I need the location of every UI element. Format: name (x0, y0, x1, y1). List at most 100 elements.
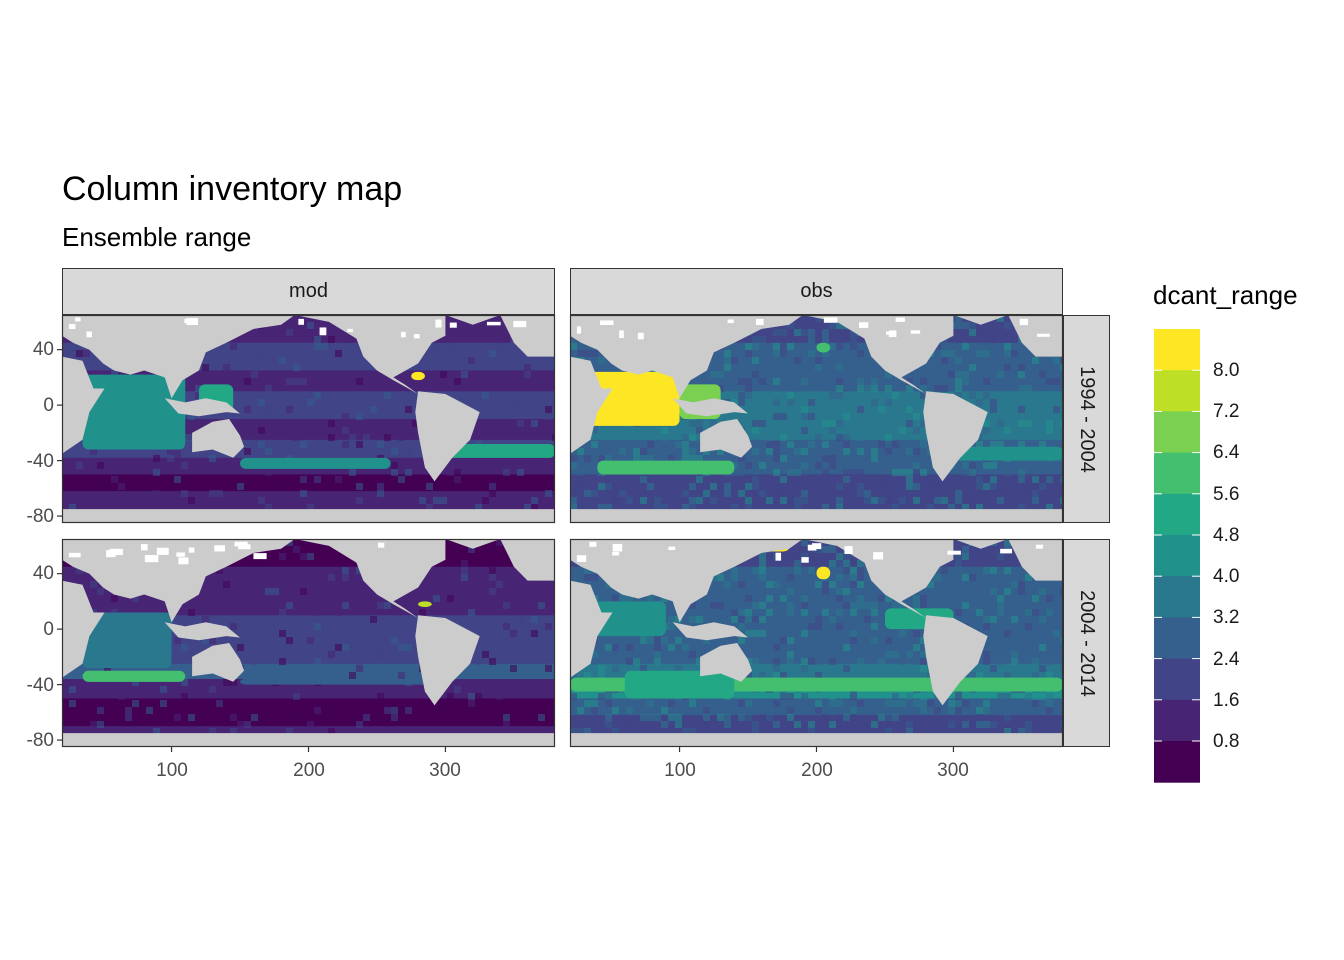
legend-label: 6.4 (1213, 442, 1240, 463)
x-tick-label: 100 (664, 760, 696, 781)
legend-swatch (1154, 535, 1200, 577)
value-patch (411, 371, 425, 381)
value-patch (590, 601, 666, 637)
missing-data (106, 550, 116, 558)
missing-data (413, 334, 420, 339)
axis-ticks (57, 349, 62, 517)
missing-data (486, 321, 501, 326)
land-mass (415, 391, 480, 482)
facet-label-1994-2004: 1994 - 2004 (1076, 365, 1099, 473)
land-mass (570, 356, 613, 454)
missing-data (298, 318, 304, 325)
y-tick-label: -80 (26, 506, 54, 527)
legend-swatch (1154, 699, 1200, 742)
missing-data (576, 555, 587, 562)
land-mass (672, 398, 748, 417)
legend-title: dcant_range (1153, 280, 1298, 310)
land-mass (192, 643, 245, 682)
missing-data (214, 545, 226, 552)
missing-data (619, 330, 624, 338)
land-mass (802, 315, 954, 394)
land-mass (923, 615, 988, 706)
missing-data (801, 557, 809, 563)
missing-data (75, 317, 81, 322)
y-tick-label: -40 (26, 451, 54, 472)
land-mass (62, 509, 555, 523)
land-mass (62, 580, 105, 678)
legend-label: 4.8 (1213, 525, 1240, 546)
land-mass (1008, 539, 1063, 581)
missing-data (68, 324, 76, 329)
missing-data (184, 318, 196, 324)
panel-border (569, 314, 1064, 524)
value-patch (418, 601, 432, 607)
land-mass (192, 419, 245, 458)
land-mass (672, 622, 748, 641)
missing-data (400, 331, 406, 338)
missing-data (238, 544, 251, 550)
value-patch (583, 371, 680, 426)
y-tick-label: -40 (26, 675, 54, 696)
x-tick-label: 200 (293, 760, 325, 781)
facet-label-2004-2014: 2004 - 2014 (1076, 589, 1099, 697)
legend-label: 0.8 (1213, 731, 1240, 752)
panel-border (61, 314, 556, 524)
missing-data (895, 317, 905, 322)
facet-strip-1994-2004: 1994 - 2004 (1063, 315, 1110, 523)
value-patch (445, 443, 555, 458)
missing-data (68, 552, 81, 558)
missing-data (775, 552, 782, 561)
land-mass (62, 315, 295, 399)
legend-label: 5.6 (1213, 484, 1240, 505)
missing-data (156, 547, 169, 555)
land-mass (953, 315, 1009, 325)
land-mass (700, 419, 753, 458)
map-panel (57, 314, 556, 524)
land-mass (923, 391, 988, 482)
legend-swatch (1154, 411, 1200, 454)
land-mass (294, 539, 446, 618)
land-mass (700, 643, 753, 682)
y-tick-label: 0 (43, 395, 54, 416)
land-mass (570, 580, 613, 678)
missing-data (612, 543, 623, 552)
missing-data (1000, 548, 1013, 554)
missing-data (886, 331, 897, 335)
legend-swatch (1154, 576, 1200, 618)
map-panel (57, 538, 556, 752)
value-patch (816, 342, 831, 353)
value-patch (240, 679, 446, 685)
missing-data (176, 552, 185, 557)
missing-data (1019, 318, 1029, 326)
land-mass (164, 398, 240, 417)
land-mass (445, 315, 501, 325)
missing-data (86, 331, 92, 338)
panel-border (569, 538, 1064, 748)
legend-label: 3.2 (1213, 607, 1240, 628)
land-mass (1008, 315, 1063, 357)
land-mass (294, 315, 446, 394)
missing-data (807, 544, 817, 551)
legend-label: 4.0 (1213, 566, 1240, 587)
missing-data (513, 320, 527, 328)
x-tick-label: 100 (156, 760, 188, 781)
value-patch (240, 457, 391, 469)
missing-data (144, 555, 159, 563)
missing-data (600, 320, 614, 325)
facet-strip-2004-2014: 2004 - 2014 (1063, 539, 1110, 747)
value-patch (816, 566, 831, 580)
value-patch (597, 460, 735, 475)
land-mass (62, 733, 555, 747)
missing-data (823, 317, 838, 323)
y-tick-label: 0 (43, 619, 54, 640)
land-mass (62, 539, 295, 623)
missing-data (668, 546, 676, 551)
value-patch (82, 374, 186, 450)
land-mass (802, 539, 954, 618)
legend-swatch (1154, 658, 1200, 701)
missing-data (910, 330, 921, 334)
y-tick-label: 40 (32, 339, 54, 360)
ocean-band (62, 474, 555, 492)
y-tick-label: -80 (26, 730, 54, 751)
land-mass (415, 615, 480, 706)
